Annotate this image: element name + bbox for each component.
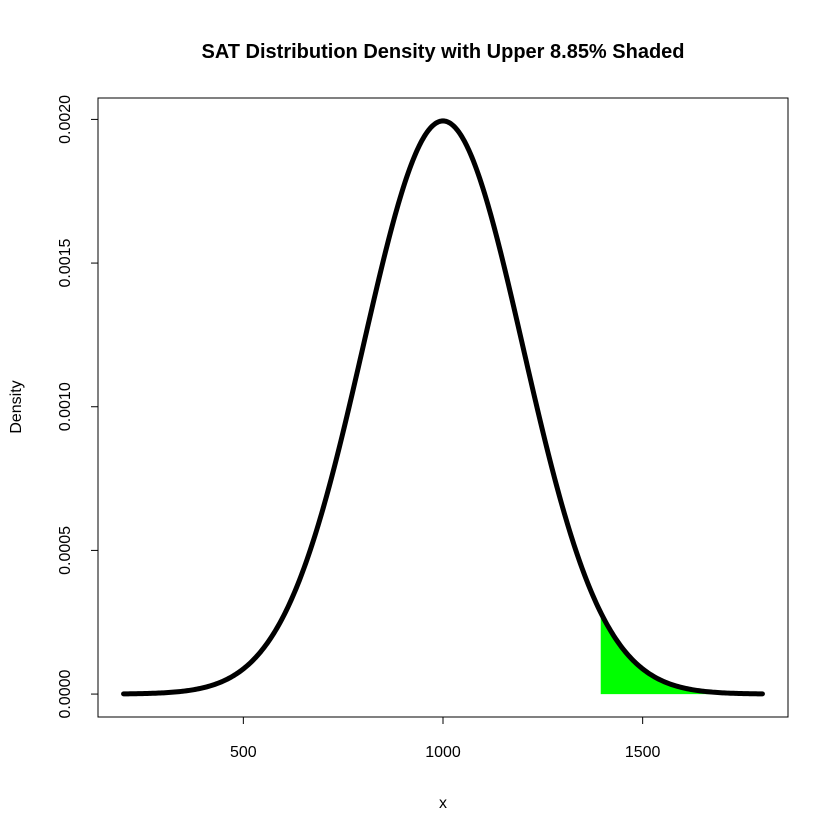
- y-tick-label: 0.0010: [57, 382, 74, 431]
- density-curve: [121, 118, 765, 697]
- chart-title: SAT Distribution Density with Upper 8.85…: [201, 41, 684, 63]
- y-tick-label: 0.0000: [57, 669, 74, 718]
- y-axis-label: Density: [8, 380, 25, 433]
- y-tick-label: 0.0020: [57, 95, 74, 144]
- x-tick-label: 1500: [625, 744, 661, 761]
- y-tick-label: 0.0015: [57, 238, 74, 287]
- shaded-upper-tail: [600, 612, 763, 695]
- y-axis: 0.0000 0.0005 0.0010 0.0015 0.0020: [57, 95, 99, 719]
- x-tick-label: 500: [230, 744, 257, 761]
- x-axis-label: x: [439, 795, 447, 812]
- density-curve-layer: [121, 118, 765, 697]
- x-tick-label: 1000: [425, 744, 461, 761]
- y-tick-label: 0.0005: [57, 526, 74, 575]
- x-axis: 500 1000 1500: [230, 716, 661, 761]
- shaded-tail-layer: [600, 612, 763, 695]
